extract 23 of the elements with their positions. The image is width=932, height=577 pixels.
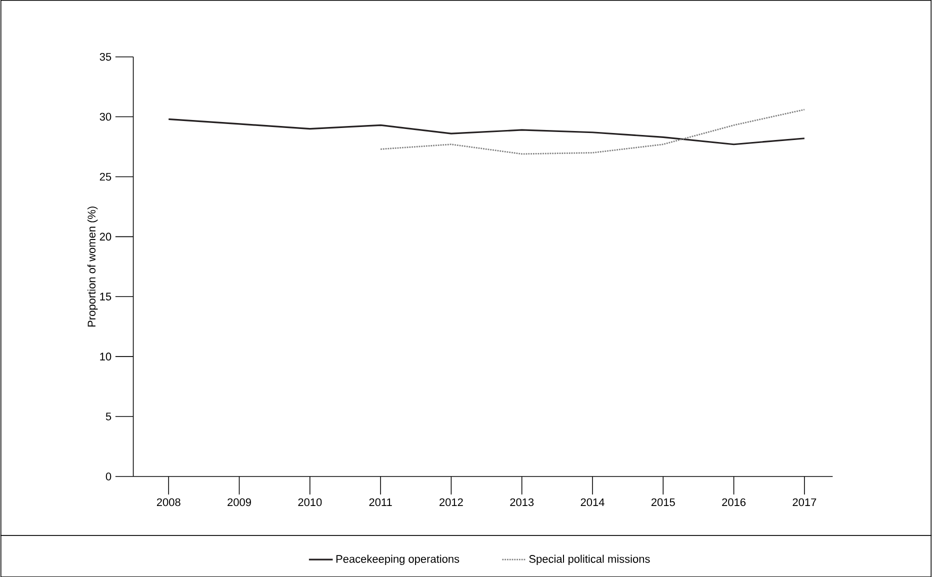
y-tick-label: 0 xyxy=(106,472,112,480)
line-series xyxy=(168,118,806,146)
y-axis-title: Proportion of women (%) xyxy=(87,206,98,326)
line-series xyxy=(380,108,806,155)
x-tick-label: 2009 xyxy=(228,498,251,506)
y-tick-label: 20 xyxy=(100,232,112,240)
x-tick-label: 2014 xyxy=(580,498,604,506)
x-tick-label: 2012 xyxy=(440,498,463,506)
y-tick-label: 30 xyxy=(100,112,112,121)
y-tick-label: 5 xyxy=(106,412,112,420)
x-tick-label: 2008 xyxy=(156,498,180,506)
y-tick-label: 15 xyxy=(100,292,112,300)
x-tick-label: 2016 xyxy=(722,498,746,506)
x-tick-label: 2013 xyxy=(510,498,534,506)
x-tick-label: 2017 xyxy=(792,498,816,506)
legend-label: Peacekeeping operations xyxy=(336,554,460,565)
x-tick-label: 2015 xyxy=(651,498,675,506)
y-tick-label: 10 xyxy=(100,352,112,360)
y-tick-label: 35 xyxy=(100,52,112,61)
x-tick-label: 2010 xyxy=(298,498,322,506)
y-tick-label: 25 xyxy=(100,172,112,180)
x-tick-label: 2011 xyxy=(369,498,392,506)
legend-label: Special political missions xyxy=(529,554,650,565)
